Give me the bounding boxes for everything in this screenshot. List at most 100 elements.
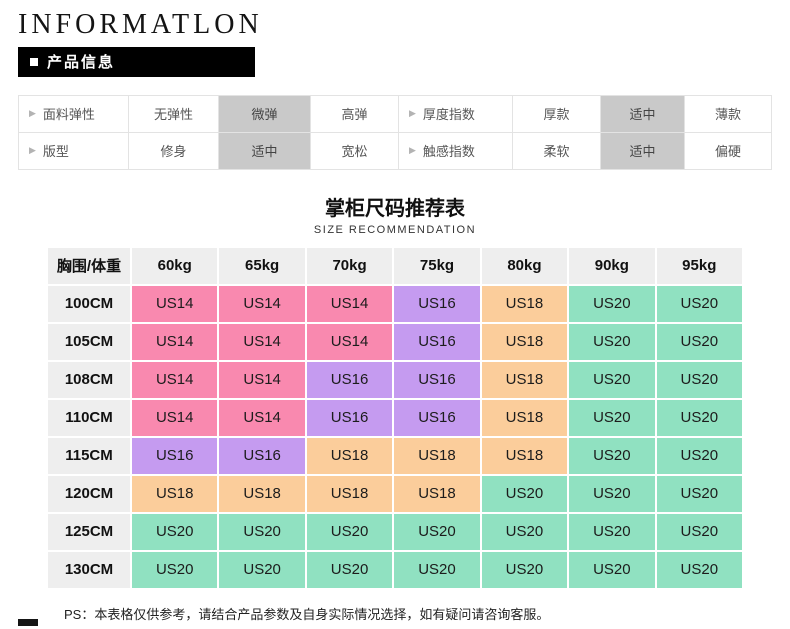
- triangle-bullet-icon: ▶: [409, 108, 416, 119]
- size-table-value-cell: US16: [306, 399, 393, 436]
- size-table-value-cell: US18: [481, 399, 568, 436]
- product-info-badge: 产品信息: [18, 46, 255, 77]
- attribute-cell-label: 偏硬: [714, 144, 741, 160]
- size-table-value-cell: US20: [569, 551, 655, 588]
- attribute-value-cell: 适中: [219, 132, 311, 170]
- size-table-row-header: 110CM: [48, 399, 130, 436]
- attribute-value-cell: 无弹性: [129, 95, 219, 133]
- size-table-row-header: 130CM: [48, 551, 130, 588]
- size-table-value-cell: US20: [656, 285, 742, 322]
- attribute-cell-label: 宽松: [341, 144, 368, 160]
- size-table-value-cell: US14: [132, 361, 218, 398]
- attribute-name-cell: ▶ 厚度指数: [399, 95, 513, 133]
- size-table-value-cell: US20: [132, 513, 218, 550]
- size-table-value-cell: US20: [306, 551, 393, 588]
- attribute-cell-label: 厚度指数: [422, 107, 475, 123]
- size-table-value-cell: US20: [219, 551, 305, 588]
- size-table-value-cell: US16: [394, 399, 480, 436]
- size-table-value-cell: US20: [569, 285, 655, 322]
- size-table-value-cell: US16: [219, 437, 305, 474]
- size-table-value-cell: US20: [306, 513, 393, 550]
- size-table-value-cell: US20: [569, 437, 655, 474]
- attribute-cell-label: 触感指数: [422, 144, 475, 160]
- white-square-icon: [30, 57, 38, 66]
- size-table-value-cell: US20: [394, 551, 480, 588]
- attribute-value-cell: 适中: [601, 132, 685, 170]
- size-table-value-cell: US20: [656, 361, 742, 398]
- size-table-value-cell: US20: [656, 437, 742, 474]
- size-table-weight-header: 65kg: [219, 247, 305, 284]
- product-attributes-table: ▶ 面料弹性 无弹性 微弹 高弹 ▶ 厚度指数 厚款 适中 薄款 ▶ 版型 修身 适中 宽松 ▶ 触感指数 柔软适…: [18, 94, 772, 170]
- page-title: INFORMATLON: [18, 9, 263, 40]
- attribute-cell-label: 版型: [42, 144, 69, 160]
- size-table-value-cell: US14: [219, 361, 305, 398]
- size-table-value-cell: US16: [394, 361, 480, 398]
- size-table-row-header: 125CM: [48, 513, 130, 550]
- attribute-value-cell: 宽松: [311, 132, 399, 170]
- size-table-value-cell: US16: [394, 285, 480, 322]
- footnote-text: PS：本表格仅供参考，请结合产品参数及自身实际情况选择，如有疑问请咨询客服。: [64, 606, 550, 622]
- size-table-weight-header: 95kg: [656, 247, 742, 284]
- attribute-cell-label: 适中: [251, 144, 278, 160]
- size-table-row-header: 120CM: [48, 475, 130, 512]
- size-table-value-cell: US14: [219, 399, 305, 436]
- size-table: 胸围/体重 60kg 65kg 70kg 75kg 80kg 90kg 95kg 100CM US…: [48, 247, 742, 588]
- triangle-bullet-icon: ▶: [29, 108, 36, 119]
- attribute-value-cell: 适中: [601, 95, 685, 133]
- size-table-value-cell: US20: [569, 323, 655, 360]
- size-table-value-cell: US14: [132, 285, 218, 322]
- size-table-value-cell: US18: [481, 323, 568, 360]
- size-table-value-cell: US14: [219, 285, 305, 322]
- attribute-cell-label: 厚款: [543, 107, 570, 123]
- attribute-value-cell: 微弹: [219, 95, 311, 133]
- size-table-value-cell: US18: [132, 475, 218, 512]
- size-table-value-cell: US20: [656, 475, 742, 512]
- size-table-value-cell: US16: [306, 361, 393, 398]
- size-table-value-cell: US20: [656, 513, 742, 550]
- info-header: INFORMATLON 产品信息: [0, 0, 790, 77]
- size-table-value-cell: US16: [132, 437, 218, 474]
- size-table-value-cell: US20: [569, 513, 655, 550]
- attribute-value-cell: 高弹: [311, 95, 399, 133]
- size-table-row-header: 108CM: [48, 361, 130, 398]
- size-table-row-header: 115CM: [48, 437, 130, 474]
- size-table-value-cell: US20: [656, 551, 742, 588]
- size-table-value-cell: US20: [656, 323, 742, 360]
- size-table-value-cell: US14: [219, 323, 305, 360]
- size-table-value-cell: US20: [569, 361, 655, 398]
- size-table-value-cell: US20: [569, 475, 655, 512]
- size-table-value-cell: US18: [481, 361, 568, 398]
- attribute-value-cell: 修身: [129, 132, 219, 170]
- triangle-bullet-icon: ▶: [409, 145, 416, 156]
- size-table-value-cell: US20: [132, 551, 218, 588]
- size-table-value-cell: US14: [306, 285, 393, 322]
- size-table-value-cell: US14: [132, 323, 218, 360]
- attribute-cell-label: 无弹性: [153, 107, 193, 123]
- triangle-bullet-icon: ▶: [29, 145, 36, 156]
- size-table-value-cell: US18: [394, 437, 480, 474]
- size-table-corner-header: 胸围/体重: [48, 247, 130, 284]
- size-table-value-cell: US14: [306, 323, 393, 360]
- size-table-row-header: 100CM: [48, 285, 130, 322]
- product-info-badge-label: 产品信息: [47, 54, 116, 72]
- attribute-name-cell: ▶ 触感指数: [399, 132, 513, 170]
- size-table-weight-header: 90kg: [569, 247, 655, 284]
- size-table-value-cell: US20: [656, 399, 742, 436]
- size-table-value-cell: US20: [219, 513, 305, 550]
- size-table-value-cell: US20: [481, 475, 568, 512]
- size-table-value-cell: US20: [481, 551, 568, 588]
- attribute-cell-label: 修身: [160, 144, 187, 160]
- cutoff-next-section-mark: [18, 619, 38, 626]
- attribute-cell-label: 适中: [629, 107, 656, 123]
- size-table-value-cell: US18: [306, 475, 393, 512]
- size-table-value-cell: US16: [394, 323, 480, 360]
- size-table-title: 掌柜尺码推荐表: [325, 197, 465, 220]
- size-table-weight-header: 75kg: [394, 247, 480, 284]
- size-table-weight-header: 80kg: [481, 247, 568, 284]
- attribute-cell-label: 柔软: [543, 144, 570, 160]
- attribute-cell-label: 面料弹性: [42, 107, 95, 123]
- size-table-value-cell: US18: [481, 437, 568, 474]
- size-table-value-cell: US18: [306, 437, 393, 474]
- attribute-value-cell: 偏硬: [685, 132, 772, 170]
- attribute-cell-label: 薄款: [714, 107, 741, 123]
